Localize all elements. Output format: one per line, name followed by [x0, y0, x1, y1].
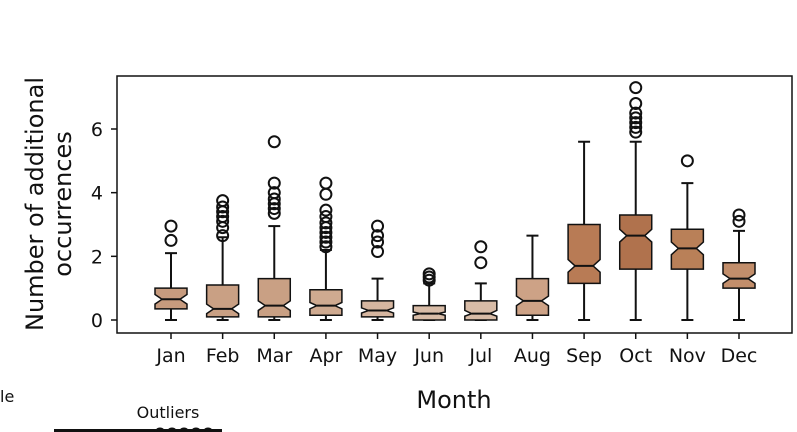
outlier-point	[267, 202, 281, 216]
box-body	[309, 289, 343, 316]
outlier-point	[629, 111, 643, 125]
legend-sample-outlier	[154, 427, 166, 432]
box-body	[360, 300, 395, 318]
outlier-point	[319, 225, 333, 239]
y-axis-title: Number of additional occurrences	[21, 77, 77, 331]
outlier-point	[474, 256, 488, 270]
box-body	[205, 284, 240, 318]
outlier-point	[319, 187, 333, 201]
box-jun	[412, 267, 446, 321]
box-aug	[515, 234, 550, 321]
x-tick-label-jun: Jun	[413, 345, 444, 367]
legend-sample-outlier	[190, 427, 202, 432]
box-may	[360, 219, 395, 321]
outlier-point	[629, 120, 643, 134]
legend-sample-outlier	[166, 427, 178, 432]
outlier-point	[629, 106, 643, 120]
outlier-point	[216, 214, 230, 228]
box-body	[722, 261, 756, 289]
outlier-point	[164, 219, 178, 233]
outlier-point	[319, 210, 333, 224]
x-tick-label-apr: Apr	[309, 345, 342, 367]
legend-sample-outlier	[202, 427, 214, 432]
outlier-point	[216, 210, 230, 224]
outlier-point	[629, 97, 643, 111]
outlier-point	[216, 194, 230, 208]
box-apr	[309, 176, 343, 321]
y-tick-label: 4	[91, 183, 103, 205]
x-tick-label-oct: Oct	[619, 345, 652, 367]
outlier-point	[319, 240, 333, 254]
y-axis: 0 2 4 6	[91, 119, 117, 332]
outlier-point	[629, 125, 643, 139]
outlier-point	[267, 176, 281, 190]
box-body	[257, 277, 292, 318]
outlier-point	[732, 208, 746, 222]
outlier-point	[629, 81, 643, 95]
outlier-point	[371, 245, 385, 259]
outlier-point	[371, 219, 385, 233]
box-sep	[567, 140, 601, 321]
box-body	[618, 214, 653, 270]
outlier-point	[319, 230, 333, 244]
box-body	[515, 277, 550, 316]
x-tick-label-may: May	[358, 345, 397, 367]
box-jan	[154, 219, 188, 321]
outlier-point	[319, 216, 333, 230]
x-tick-label-jan: Jan	[155, 345, 185, 367]
x-tick-label-feb: Feb	[206, 345, 240, 367]
box-mar	[257, 135, 292, 321]
plot-frame	[116, 75, 793, 334]
outlier-point	[371, 235, 385, 249]
outlier-point	[319, 176, 333, 190]
boxes-group	[154, 81, 756, 321]
outlier-point	[216, 200, 230, 214]
outlier-point	[422, 267, 436, 281]
outlier-point	[680, 154, 694, 168]
outlier-point	[629, 116, 643, 130]
box-feb	[205, 194, 240, 321]
y-axis-title-line-1: Number of additional	[21, 77, 49, 331]
outlier-point	[319, 203, 333, 217]
outlier-point	[267, 135, 281, 149]
x-axis: Jan Feb Mar Apr May Jun Jul Aug Sep Oct Nov Dec	[155, 333, 757, 367]
x-tick-label-sep: Sep	[566, 345, 602, 367]
legend-left-fragment: le	[0, 387, 14, 406]
outlier-point	[216, 229, 230, 243]
outlier-point	[371, 229, 385, 243]
box-oct	[618, 81, 653, 321]
outlier-point	[319, 235, 333, 249]
outlier-point	[267, 186, 281, 200]
x-tick-label-aug: Aug	[514, 345, 551, 367]
outlier-point	[732, 214, 746, 228]
legend-outliers-label: Outliers	[137, 403, 200, 422]
box-nov	[670, 154, 705, 321]
box-dec	[722, 208, 756, 321]
box-body	[567, 223, 601, 285]
x-tick-label-nov: Nov	[669, 345, 706, 367]
x-axis-title: Month	[416, 386, 491, 414]
outlier-point	[267, 192, 281, 206]
y-axis-title-line-2: occurrences	[49, 131, 77, 277]
outlier-point	[267, 206, 281, 220]
x-tick-label-jul: Jul	[468, 345, 492, 367]
x-tick-label-mar: Mar	[256, 345, 292, 367]
box-body	[464, 300, 498, 321]
box-jul	[464, 240, 498, 321]
legend-fragment: le Outliers	[0, 387, 222, 432]
outlier-point	[474, 240, 488, 254]
x-tick-label-dec: Dec	[721, 345, 758, 367]
outlier-point	[164, 233, 178, 247]
y-tick-label: 2	[91, 246, 103, 268]
y-tick-label: 0	[91, 310, 103, 332]
y-tick-label: 6	[91, 119, 103, 141]
legend-sample-outlier	[178, 427, 190, 432]
